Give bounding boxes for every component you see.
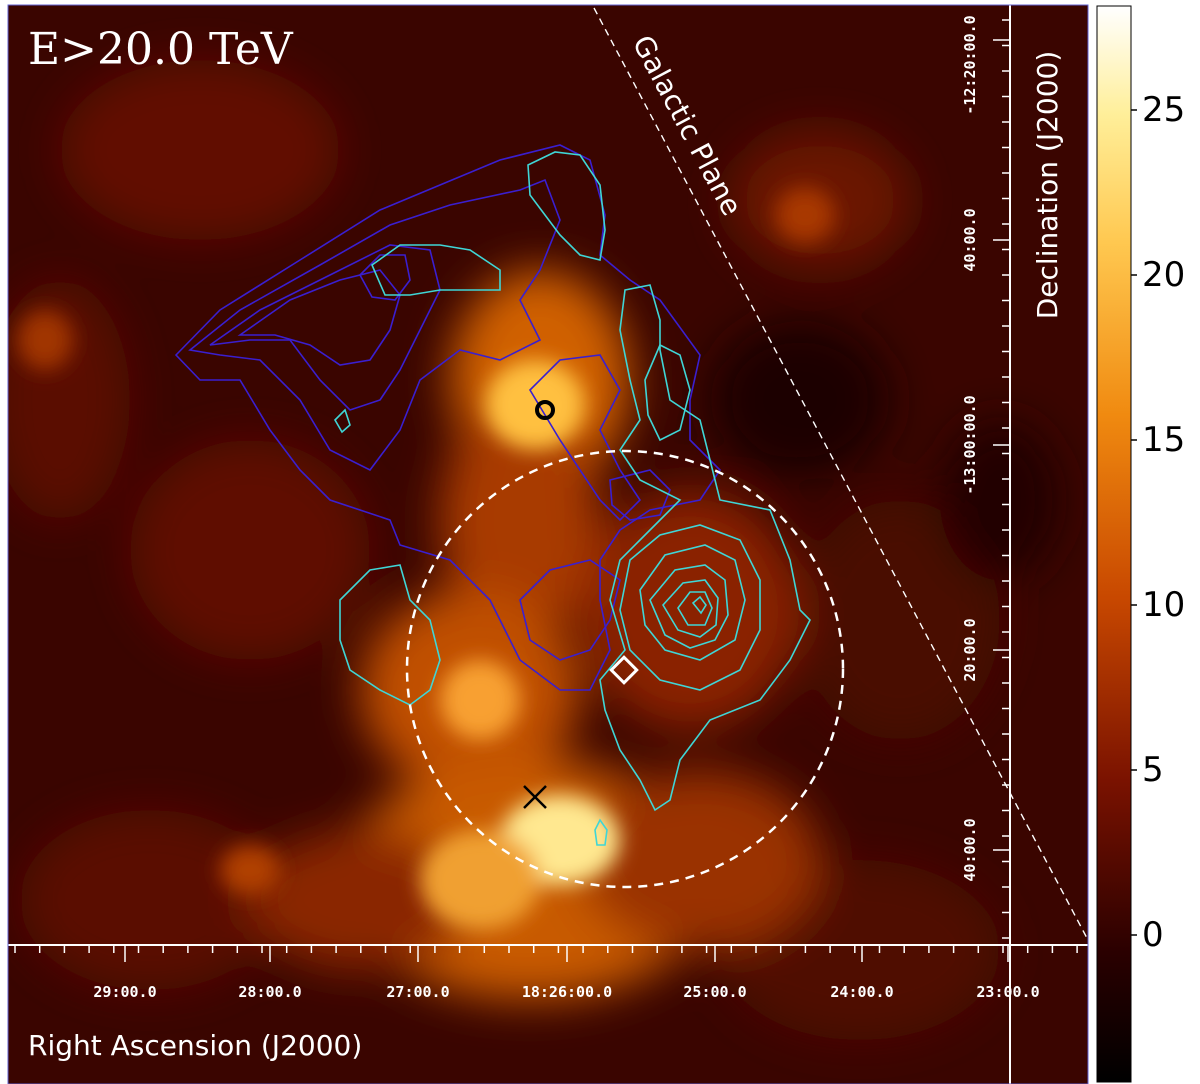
colorbar-tick-label: 0 <box>1142 915 1164 955</box>
contours-cyan <box>333 151 811 846</box>
marker-circle <box>535 400 555 420</box>
x-tick-label: 25:00.0 <box>683 983 746 1001</box>
colorbar-tick-label: 5 <box>1142 750 1164 790</box>
x-tick-marks <box>14 945 1078 962</box>
y-tick-label: 20:00.0 <box>961 618 979 681</box>
colorbar-tick-label: 25 <box>1142 90 1185 130</box>
x-axis-label: Right Ascension (J2000) <box>28 1029 362 1062</box>
colorbar-tick-label: 15 <box>1142 420 1185 460</box>
energy-title: E>20.0 TeV <box>28 24 294 75</box>
x-tick-label: 29:00.0 <box>93 983 156 1001</box>
x-tick-label: 24:00.0 <box>830 983 893 1001</box>
y-tick-label: -13:00:00.0 <box>961 395 979 494</box>
colorbar-ticks <box>1131 109 1137 936</box>
x-tick-label: 28:00.0 <box>238 983 301 1001</box>
colorbar-tick-label: 10 <box>1142 585 1185 625</box>
x-tick-label: 23:00.0 <box>976 983 1039 1001</box>
y-tick-marks <box>993 19 1010 939</box>
colorbar <box>1096 5 1132 1083</box>
x-tick-label: 27:00.0 <box>386 983 449 1001</box>
colorbar-tick-label: 20 <box>1142 255 1185 295</box>
x-tick-label: 18:26:00.0 <box>522 983 612 1001</box>
contours-blue <box>174 144 722 691</box>
y-tick-label: 40:00.0 <box>961 208 979 271</box>
region-circle <box>405 449 845 889</box>
y-tick-label: 40:00.0 <box>961 818 979 881</box>
y-tick-label: -12:20:00.0 <box>961 15 979 114</box>
marker-cross <box>523 785 547 809</box>
marker-diamond <box>609 655 639 685</box>
y-axis-label: Declination (J2000) <box>1031 51 1064 320</box>
heatmap-image <box>8 5 1088 1084</box>
